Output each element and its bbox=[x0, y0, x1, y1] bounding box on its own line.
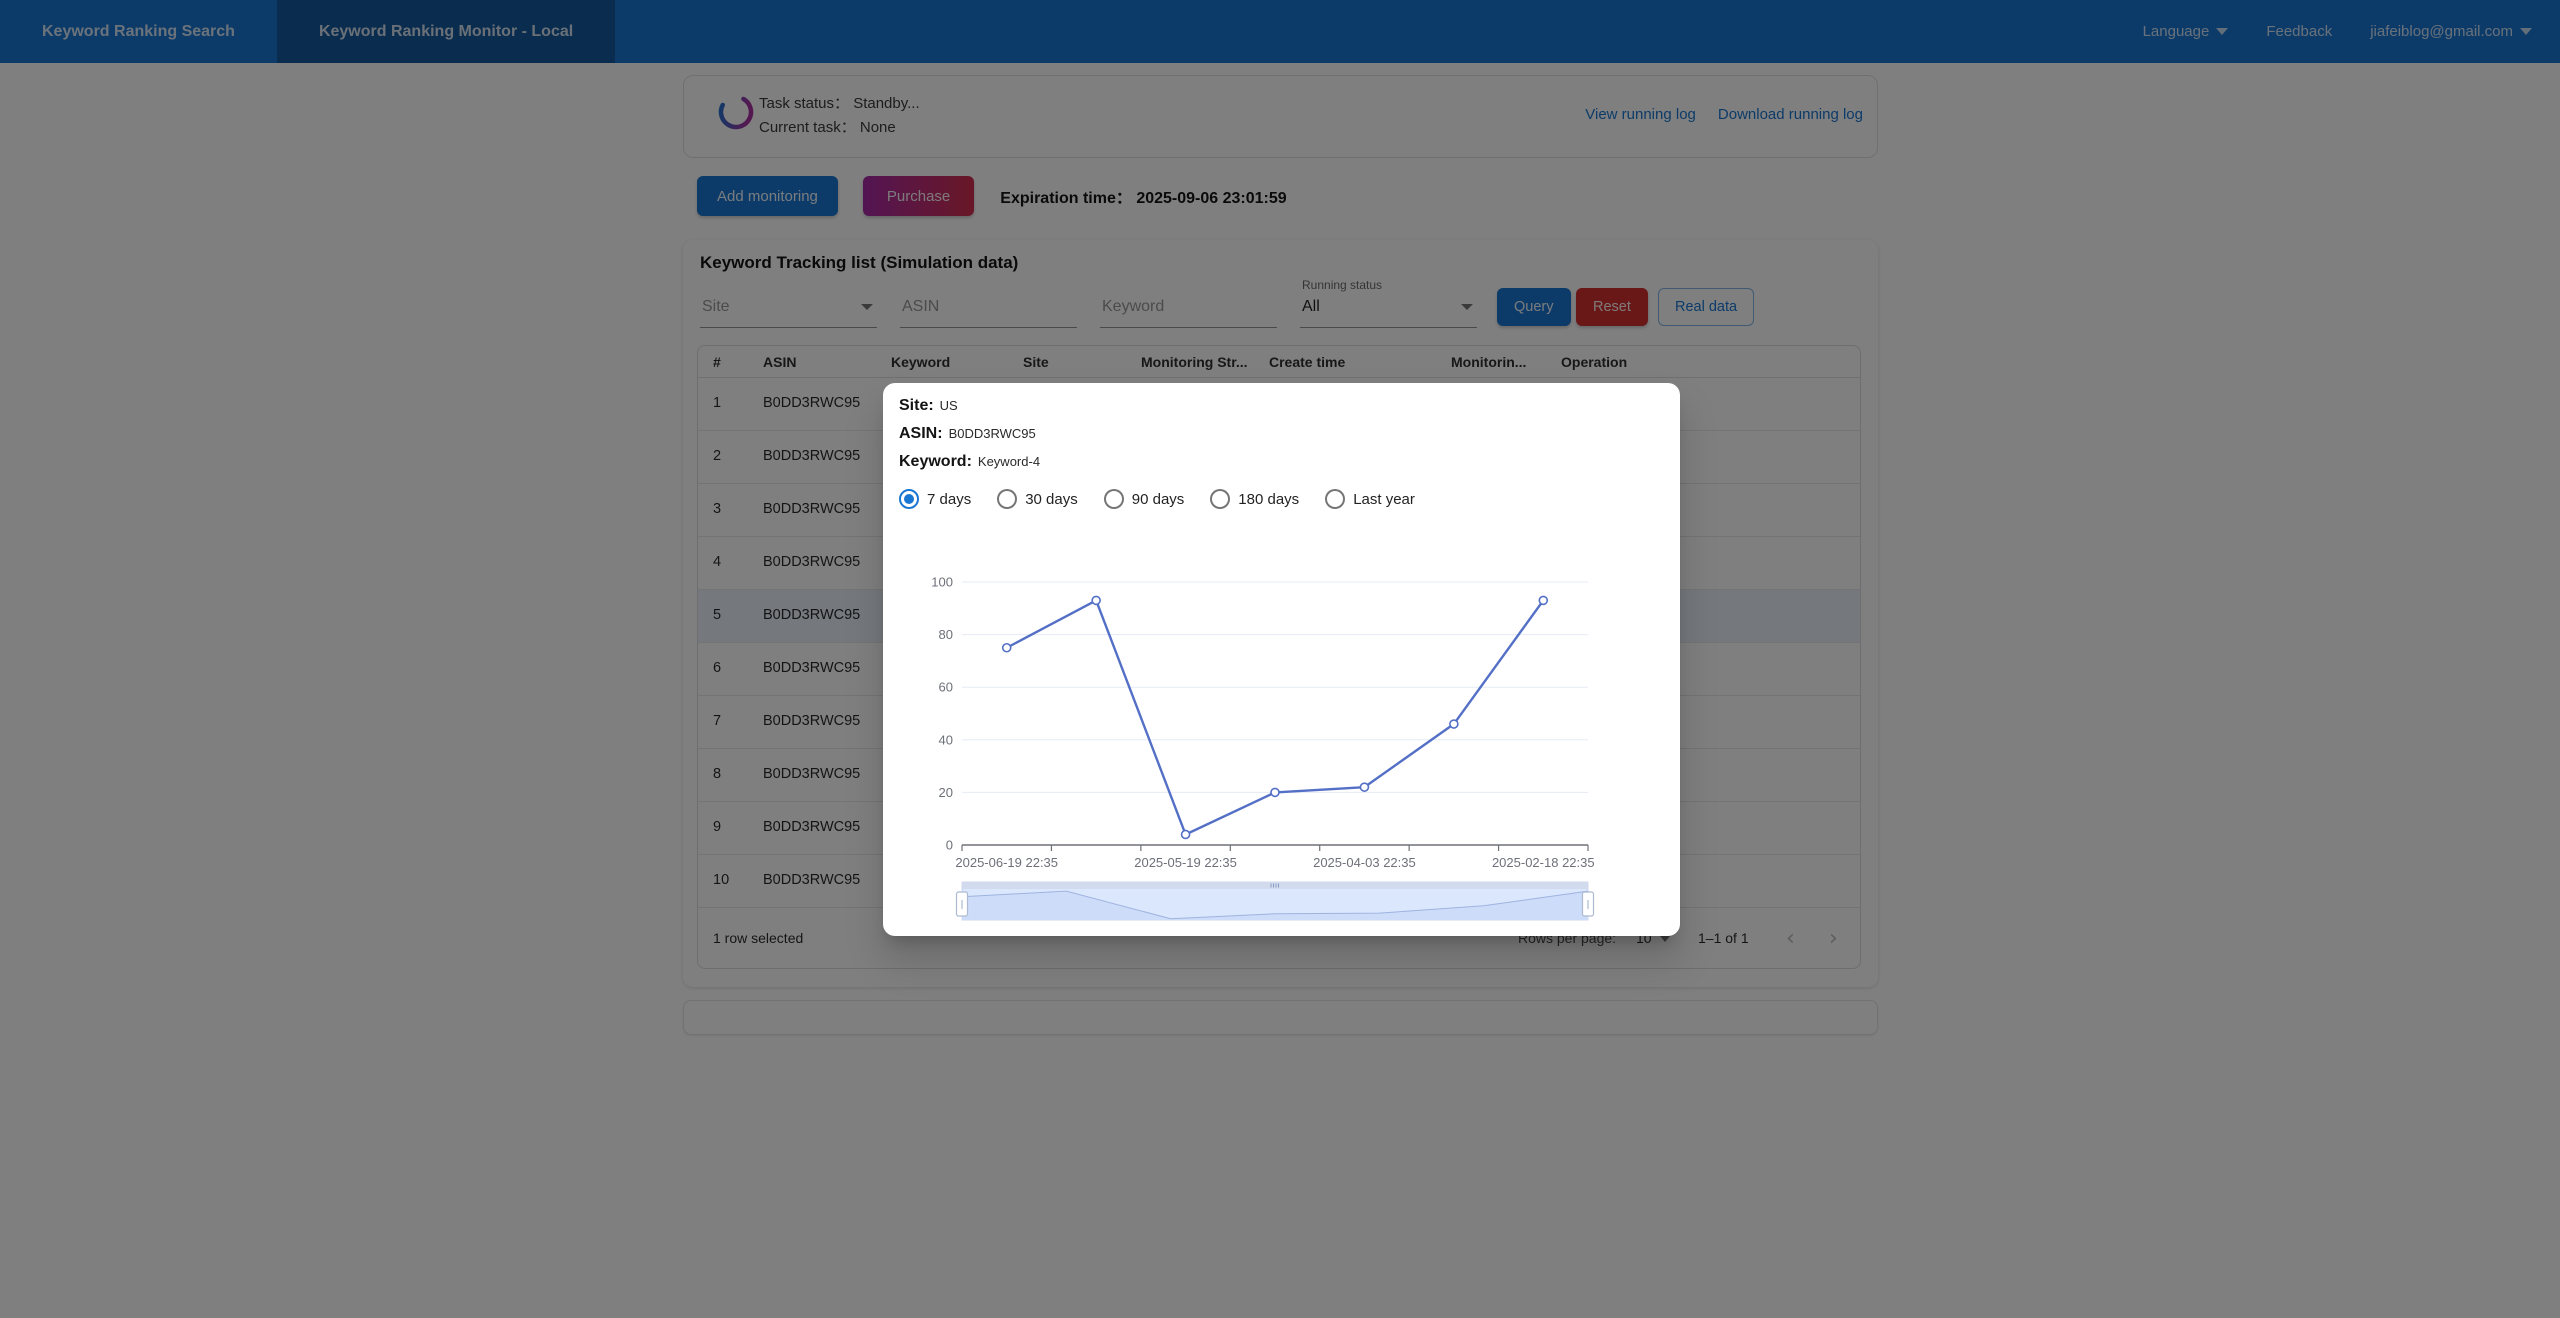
keyword-detail-dialog: Site: US ASIN: B0DD3RWC95 Keyword: Keyword-… bbox=[883, 383, 1680, 936]
svg-text:2025-04-03 22:35: 2025-04-03 22:35 bbox=[1313, 855, 1416, 870]
site-label: Site: bbox=[899, 397, 934, 414]
radio-30-days[interactable]: 30 days bbox=[997, 489, 1078, 509]
ranking-chart: 0 20 40 60 80 100 2025-06-19 22:35 2025-05-19 2… bbox=[920, 558, 1630, 935]
radio-circle-icon bbox=[997, 489, 1018, 509]
radio-circle-icon bbox=[899, 489, 919, 509]
asin-value: B0DD3RWC95 bbox=[948, 426, 1036, 441]
radio-label: 180 days bbox=[1238, 490, 1300, 508]
keyword-value: Keyword-4 bbox=[977, 454, 1041, 469]
modal-keyword-line: Keyword: Keyword-4 bbox=[899, 453, 1040, 471]
svg-text:0: 0 bbox=[946, 838, 953, 853]
site-value: US bbox=[939, 398, 958, 413]
time-range-radio-group: 7 days 30 days 90 days 180 days Last year bbox=[899, 489, 1415, 509]
asin-label: ASIN: bbox=[899, 425, 943, 442]
radio-label: 30 days bbox=[1025, 490, 1078, 508]
radio-90-days[interactable]: 90 days bbox=[1103, 489, 1185, 509]
radio-circle-icon bbox=[1325, 489, 1346, 509]
radio-label: 7 days bbox=[927, 490, 972, 508]
radio-label: Last year bbox=[1353, 490, 1415, 508]
modal-site-line: Site: US bbox=[899, 397, 958, 415]
svg-text:2025-06-19 22:35: 2025-06-19 22:35 bbox=[955, 855, 1058, 870]
radio-circle-icon bbox=[1210, 489, 1231, 509]
line-chart: 0 20 40 60 80 100 2025-06-19 22:35 2025-05-19 2… bbox=[931, 575, 1595, 921]
svg-text:80: 80 bbox=[939, 627, 953, 642]
radio-180-days[interactable]: 180 days bbox=[1210, 489, 1299, 509]
svg-text:40: 40 bbox=[939, 732, 953, 747]
radio-label: 90 days bbox=[1131, 490, 1185, 508]
radio-circle-icon bbox=[1103, 489, 1124, 509]
radio-last-year[interactable]: Last year bbox=[1325, 489, 1415, 509]
svg-text:100: 100 bbox=[931, 575, 953, 590]
modal-asin-line: ASIN: B0DD3RWC95 bbox=[899, 425, 1036, 443]
svg-text:2025-05-19 22:35: 2025-05-19 22:35 bbox=[1134, 855, 1237, 870]
radio-7-days[interactable]: 7 days bbox=[899, 489, 971, 509]
svg-text:20: 20 bbox=[939, 785, 953, 800]
svg-text:60: 60 bbox=[939, 680, 953, 695]
keyword-label: Keyword: bbox=[899, 453, 972, 470]
svg-text:2025-02-18 22:35: 2025-02-18 22:35 bbox=[1492, 855, 1595, 870]
